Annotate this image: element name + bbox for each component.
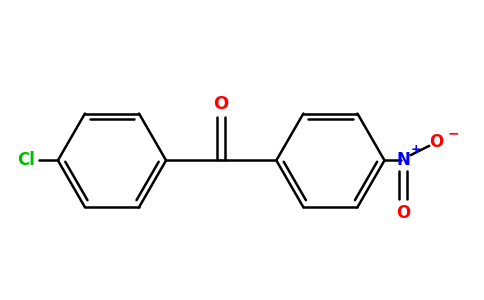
Text: O: O — [429, 133, 444, 151]
Text: O: O — [213, 94, 229, 112]
Text: N: N — [396, 152, 410, 169]
Text: Cl: Cl — [17, 152, 35, 169]
Text: −: − — [447, 126, 459, 140]
Text: +: + — [410, 143, 421, 157]
Text: O: O — [396, 204, 410, 222]
